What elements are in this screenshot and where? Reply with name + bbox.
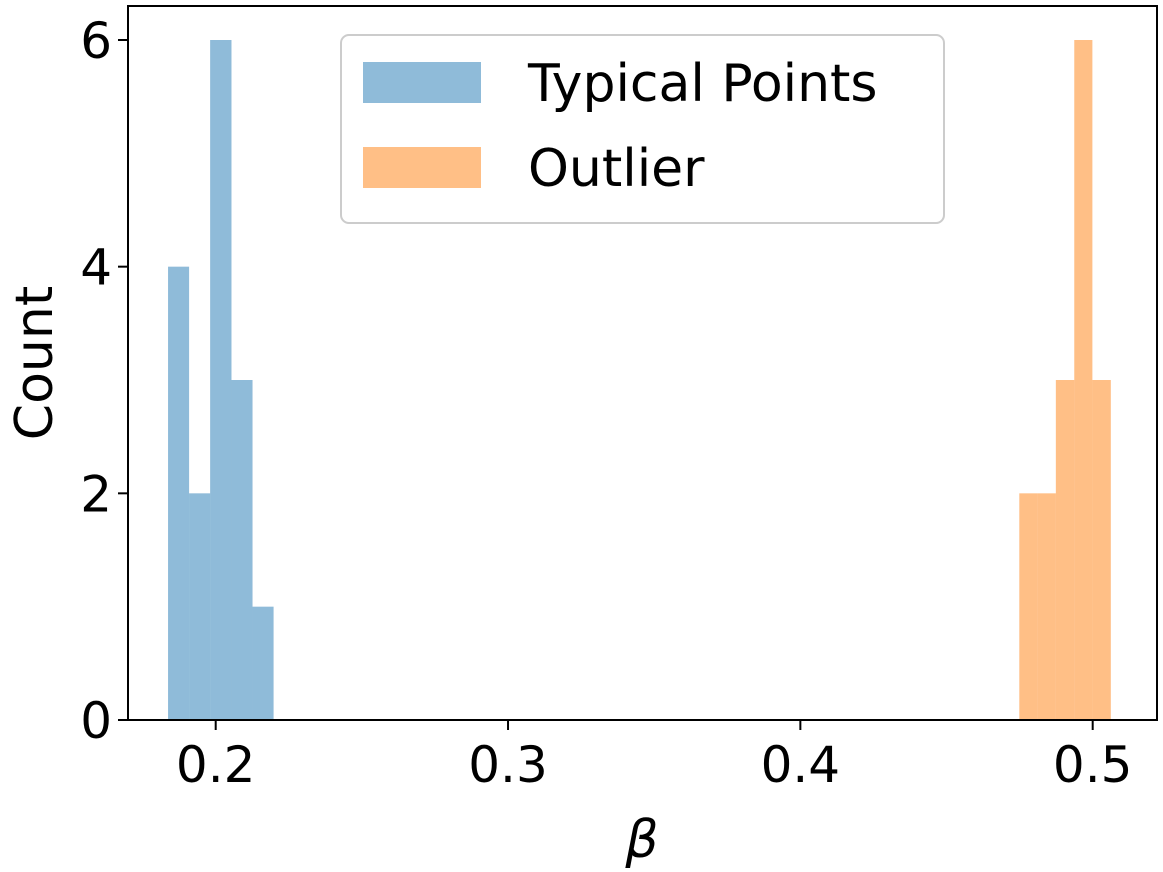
y-tick-label: 4 [80, 239, 112, 297]
outlier-legend-swatch [363, 147, 481, 188]
typical-points-bar-2 [210, 40, 232, 720]
histogram-bars [168, 40, 1111, 720]
legend: Typical Points Outlier [340, 34, 945, 224]
typical-points-legend-label: Typical Points [527, 54, 878, 114]
typical-points-bar-4 [252, 606, 274, 720]
y-axis: 0 2 4 6 [80, 12, 128, 750]
typical-points-bar-1 [189, 493, 211, 720]
x-axis: 0.2 0.3 0.4 0.5 [176, 720, 1133, 794]
x-tick-label: 0.3 [468, 736, 548, 794]
x-tick-label: 0.2 [176, 736, 256, 794]
typical-points-bar-0 [168, 266, 190, 720]
outlier-bar-4 [1092, 380, 1111, 720]
outlier-legend-label: Outlier [528, 139, 705, 199]
y-tick-label: 0 [80, 692, 112, 750]
plot-frame [127, 5, 1158, 721]
x-tick-label: 0.5 [1053, 736, 1133, 794]
typical-points-bar-3 [231, 380, 253, 720]
legend-frame [340, 34, 945, 224]
x-axis-label: β [624, 810, 658, 870]
y-tick-label: 2 [80, 465, 112, 523]
x-tick-label: 0.4 [761, 736, 841, 794]
y-axis-label: Count [5, 286, 65, 440]
typical-points-legend-swatch [363, 62, 481, 103]
outlier-bar-0 [1019, 493, 1038, 720]
outlier-bar-3 [1074, 40, 1093, 720]
outlier-bar-2 [1055, 380, 1075, 720]
outlier-bar-1 [1037, 493, 1056, 720]
y-tick-label: 6 [80, 12, 112, 70]
